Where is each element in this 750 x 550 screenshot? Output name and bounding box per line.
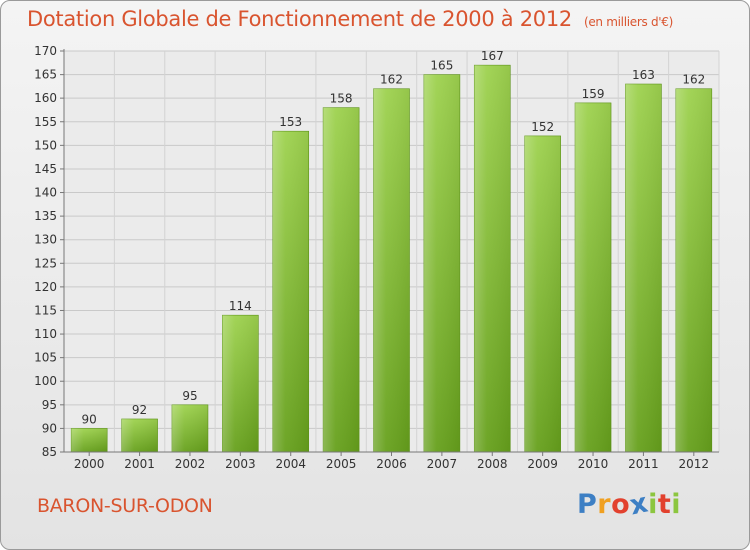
data-label: 158 [330,92,353,106]
y-tick-label: 140 [34,186,57,200]
logo-letter: o [611,489,631,520]
x-tick-label: 2011 [628,457,659,471]
y-tick-label: 110 [34,327,57,341]
bar-highlight [625,84,662,452]
logo-letter: i [648,489,658,520]
bar-highlight [171,404,208,452]
y-tick-label: 120 [34,280,57,294]
x-tick-label: 2002 [175,457,206,471]
y-tick-label: 125 [34,256,57,270]
data-label: 163 [632,68,655,82]
bar-highlight [121,418,158,452]
logo-letter: r [597,489,612,520]
data-label: 114 [229,299,252,313]
bar-highlight [675,88,712,452]
bar-highlight [323,107,360,453]
logo-letter: P [577,489,598,520]
y-tick-label: 150 [34,138,57,152]
x-tick-label: 2000 [74,457,105,471]
proxiti-logo[interactable]: Proxiti [577,487,682,521]
x-tick-label: 2009 [527,457,558,471]
bar-highlight [222,315,259,452]
x-tick-label: 2005 [326,457,357,471]
data-label: 162 [380,73,403,87]
y-tick-label: 95 [42,398,57,412]
x-tick-label: 2012 [679,457,710,471]
x-tick-label: 2006 [376,457,407,471]
data-label: 165 [430,59,453,73]
unit-label: (en milliers d'€) [583,15,673,29]
x-tick-label: 2010 [578,457,609,471]
x-tick-label: 2007 [427,457,458,471]
title-text: Dotation Globale de Fonctionnement de 20… [27,7,572,31]
data-label: 95 [182,389,197,403]
y-tick-label: 100 [34,374,57,388]
y-tick-label: 170 [34,44,57,58]
commune-name: BARON-SUR-ODON [37,495,213,517]
data-label: 153 [279,115,302,129]
data-label: 90 [82,412,97,426]
bar-highlight [373,88,410,452]
y-tick-label: 160 [34,91,57,105]
x-tick-label: 2004 [275,457,306,471]
y-tick-label: 90 [42,421,57,435]
bar-highlight [272,131,309,452]
y-tick-label: 85 [42,445,57,459]
axis-layer: 85 90 95 100 105 110 115 120 125 130 135 140 145 150 1… [34,44,719,471]
y-tick-label: 155 [34,115,57,129]
data-label: 162 [682,73,705,87]
bar-highlight [524,135,561,452]
y-tick-label: 165 [34,68,57,82]
y-tick-label: 105 [34,351,57,365]
x-tick-label: 2001 [124,457,155,471]
y-tick-label: 130 [34,233,57,247]
bar-highlight [71,428,108,452]
data-label: 167 [481,49,504,63]
data-label: 92 [132,403,147,417]
bar-highlight [474,65,511,452]
x-tick-label: 2003 [225,457,256,471]
logo-letter: t [657,489,672,520]
y-tick-label: 135 [34,209,57,223]
x-tick-label: 2008 [477,457,508,471]
logo-letter: i [671,489,682,520]
bar-layer: 90 92 95 114 153 158 162 165 167 152 159 163 162 [70,49,713,453]
bar-highlight [575,102,612,453]
chart-title: Dotation Globale de Fonctionnement de 20… [27,7,673,31]
y-tick-label: 115 [34,303,57,317]
y-tick-label: 145 [34,162,57,176]
data-label: 152 [531,120,554,134]
bar-highlight [423,74,460,453]
data-label: 159 [582,87,605,101]
